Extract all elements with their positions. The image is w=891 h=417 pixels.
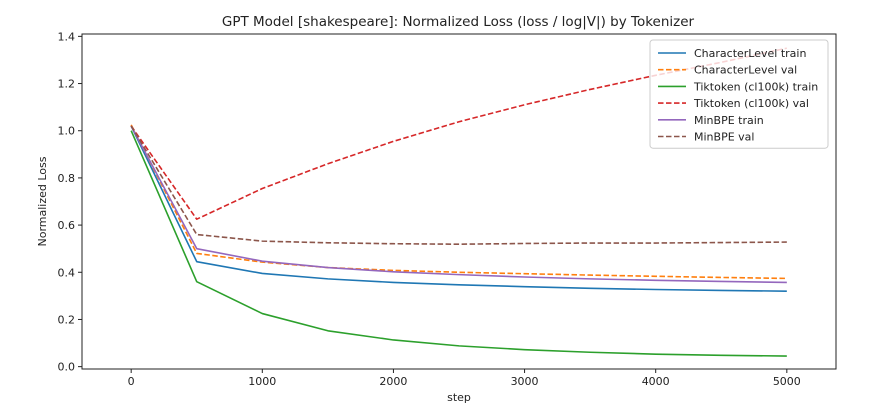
legend: CharacterLevel train CharacterLevel val Ti… [649, 39, 829, 149]
legend-box [649, 39, 829, 149]
y-tick-label: 0.8 [58, 172, 76, 185]
x-tick-label: 2000 [379, 375, 407, 388]
legend-label: MinBPE val [694, 131, 754, 144]
y-tick-label: 1.0 [58, 125, 76, 138]
x-tick-label: 0 [128, 375, 135, 388]
y-tick-label: 0.4 [58, 266, 76, 279]
x-axis-label: step [447, 391, 471, 404]
y-axis-label: Normalized Loss [36, 156, 49, 246]
legend-label: MinBPE train [694, 114, 764, 127]
series-line-3 [130, 130, 787, 357]
series-line-6 [130, 125, 787, 245]
x-tick-label: 4000 [642, 375, 670, 388]
x-tick-label: 3000 [511, 375, 539, 388]
y-tick-label: 1.2 [58, 78, 76, 91]
y-tick-label: 1.4 [58, 30, 76, 43]
x-axis: 0 1000 2000 3000 4000 5000 [128, 369, 801, 388]
series-line-5 [130, 125, 787, 284]
y-axis: 0.0 0.2 0.4 0.6 0.8 1.0 1.2 1.4 [58, 30, 82, 374]
chart-title: GPT Model [shakespeare]: Normalized Loss… [222, 14, 695, 30]
series-line-1 [130, 125, 787, 292]
y-tick-label: 0.2 [58, 313, 76, 326]
legend-label: CharacterLevel val [694, 64, 797, 77]
y-tick-label: 0.0 [58, 361, 76, 374]
x-tick-label: 5000 [773, 375, 801, 388]
legend-label: CharacterLevel train [694, 47, 806, 60]
y-tick-label: 0.6 [58, 219, 76, 232]
x-tick-label: 1000 [248, 375, 276, 388]
series-line-2 [130, 124, 787, 280]
legend-label: Tiktoken (cl100k) val [693, 97, 809, 110]
legend-label: Tiktoken (cl100k) train [693, 80, 818, 93]
plot-frame [81, 33, 837, 370]
